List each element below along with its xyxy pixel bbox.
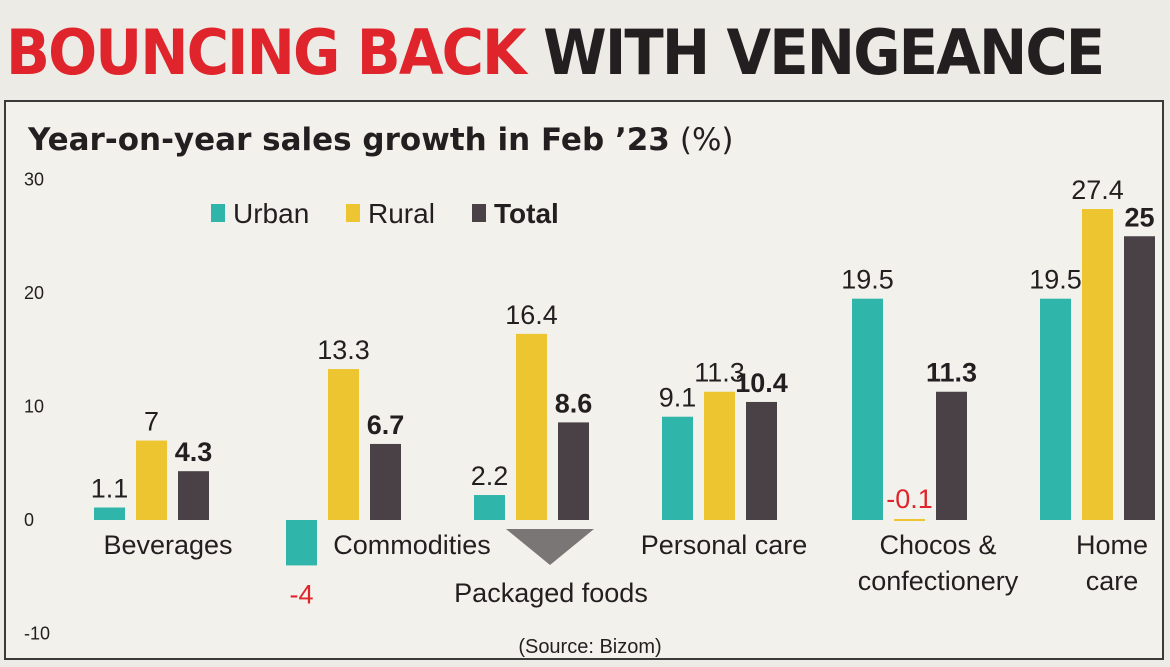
bar-rural: [516, 333, 547, 520]
y-tick-label: -10: [24, 624, 50, 644]
bar-urban: [1040, 298, 1071, 520]
bar-urban: [286, 520, 317, 566]
bar-rural: [704, 391, 735, 520]
data-label-rural: 16.4: [505, 300, 558, 330]
legend-label-total: Total: [494, 198, 559, 229]
y-tick-label: 0: [24, 510, 34, 530]
source-note: (Source: Bizom): [518, 636, 661, 658]
data-label-total: 25: [1124, 202, 1154, 232]
category-label: confectionery: [858, 566, 1019, 596]
legend-label-urban: Urban: [233, 198, 309, 229]
legend-swatch-rural: [346, 204, 360, 222]
data-label-total: 4.3: [175, 437, 213, 467]
bar-total: [936, 391, 967, 520]
data-label-urban: 19.5: [1029, 265, 1082, 295]
y-tick-label: 10: [24, 397, 44, 417]
data-label-urban: -4: [289, 579, 313, 609]
category-label: Packaged foods: [454, 578, 648, 608]
legend-swatch-total: [472, 204, 486, 222]
legend-swatch-urban: [211, 204, 225, 222]
bar-rural: [136, 440, 167, 520]
category-label: Commodities: [333, 530, 491, 560]
chart-unit: (%): [680, 122, 734, 158]
chart-title: Year-on-year sales growth in Feb ’23: [27, 122, 670, 158]
bar-total: [370, 443, 401, 520]
data-label-rural: 7: [144, 407, 159, 437]
headline: BOUNCING BACK WITH VENGEANCE: [6, 22, 1105, 84]
data-label-rural: 13.3: [317, 335, 370, 365]
category-label: Home: [1076, 530, 1148, 560]
data-label-total: 6.7: [367, 410, 405, 440]
data-label-urban: 2.2: [471, 461, 509, 491]
bar-total: [178, 471, 209, 520]
data-label-rural: -0.1: [886, 484, 933, 514]
chart-frame: Year-on-year sales growth in Feb ’23 (%) …: [4, 100, 1164, 660]
data-label-rural: 11.3: [694, 358, 745, 388]
data-label-total: 11.3: [926, 358, 977, 388]
y-tick-label: 30: [24, 170, 44, 190]
bar-rural: [1082, 209, 1113, 520]
data-label-total: 10.4: [735, 368, 788, 398]
data-label-urban: 19.5: [841, 265, 894, 295]
data-label-rural: 27.4: [1071, 175, 1124, 205]
legend-label-rural: Rural: [368, 198, 435, 229]
data-label-urban: 9.1: [659, 383, 697, 413]
bar-total: [558, 422, 589, 520]
bar-urban: [94, 507, 125, 520]
data-label-urban: 1.1: [91, 474, 129, 504]
data-label-total: 8.6: [555, 388, 593, 418]
headline-part2: WITH VENGEANCE: [543, 16, 1105, 89]
y-tick-label: 20: [24, 283, 44, 303]
bar-total: [1124, 236, 1155, 520]
chart-subtitle: Year-on-year sales growth in Feb ’23 (%): [27, 122, 734, 158]
packaged-foods-pointer: [506, 529, 594, 565]
category-label: Chocos &: [879, 530, 996, 560]
bar-total: [746, 401, 777, 520]
headline-part1: BOUNCING BACK: [6, 16, 527, 89]
bar-urban: [662, 416, 693, 520]
bar-urban: [474, 495, 505, 520]
category-label: care: [1086, 566, 1139, 596]
bar-rural: [328, 369, 359, 520]
bar-rural: [894, 519, 925, 521]
category-label: Personal care: [641, 530, 808, 560]
bar-urban: [852, 298, 883, 520]
category-label: Beverages: [103, 530, 232, 560]
bar-chart: Year-on-year sales growth in Feb ’23 (%) …: [24, 122, 1155, 658]
